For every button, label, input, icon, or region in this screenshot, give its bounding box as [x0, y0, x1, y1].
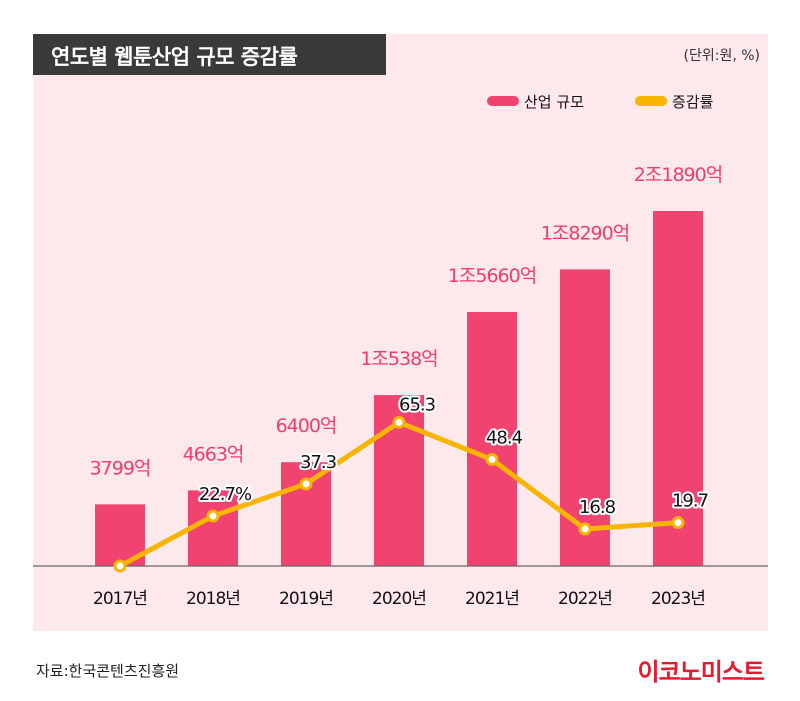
x-axis-ticks: 2017년 2018년 2019년 2020년 2021년 2022년 2023년 [93, 589, 706, 609]
bar-label-4: 1조5660억 [448, 265, 536, 287]
x-tick-label-6: 2023년 [651, 589, 705, 609]
growth-point-4 [485, 453, 499, 467]
bar-label-2: 6400억 [276, 415, 337, 437]
x-tick-label-0: 2017년 [93, 589, 147, 609]
x-tick-label-5: 2022년 [558, 589, 612, 609]
bar-1 [188, 490, 238, 566]
line-series [113, 415, 685, 573]
x-tick-label-4: 2021년 [465, 589, 519, 609]
line-value-labels: 22.7% 37.3 65.3 48.4 16.8 19.7 [197, 392, 711, 520]
bar-6 [653, 211, 703, 566]
bar-series [95, 211, 703, 566]
growth-label-4: 48.4 [486, 428, 523, 449]
legend-label-bar: 산업 규모 [524, 93, 584, 111]
growth-label-6: 19.7 [672, 491, 708, 512]
legend: 산업 규모 증감률 [487, 93, 714, 111]
brand-logo: 이코노미스트 [637, 658, 765, 686]
growth-point-5 [578, 522, 592, 536]
bar-label-5: 1조8290억 [541, 222, 629, 244]
x-tick-label-3: 2020년 [372, 589, 426, 609]
bar-label-1: 4663억 [183, 443, 244, 465]
growth-label-3: 65.3 [399, 394, 436, 415]
unit-label: (단위:원, %) [683, 48, 760, 64]
growth-point-0 [113, 559, 127, 573]
bar-label-6: 2조1890억 [634, 164, 722, 186]
growth-label-1: 22.7% [199, 484, 252, 505]
legend-swatch-line [635, 96, 667, 106]
x-tick-label-1: 2018년 [186, 589, 240, 609]
growth-point-6 [671, 516, 685, 530]
bar-5 [560, 269, 610, 566]
source-note: 자료:한국콘텐츠진흥원 [36, 662, 180, 680]
title-bar: 연도별 웹툰산업 규모 증감률 [33, 34, 386, 75]
legend-swatch-bar [487, 96, 519, 106]
chart-title: 연도별 웹툰산업 규모 증감률 [51, 45, 298, 69]
growth-label-5: 16.8 [579, 497, 616, 518]
growth-point-2 [299, 477, 313, 491]
legend-label-line: 증감률 [672, 93, 714, 111]
bar-label-0: 3799억 [90, 457, 151, 479]
growth-point-3 [392, 415, 406, 429]
bar-label-3: 1조538억 [360, 348, 437, 370]
growth-label-2: 37.3 [300, 452, 337, 473]
x-tick-label-2: 2019년 [279, 589, 333, 609]
growth-point-1 [206, 509, 220, 523]
bar-4 [467, 312, 517, 566]
